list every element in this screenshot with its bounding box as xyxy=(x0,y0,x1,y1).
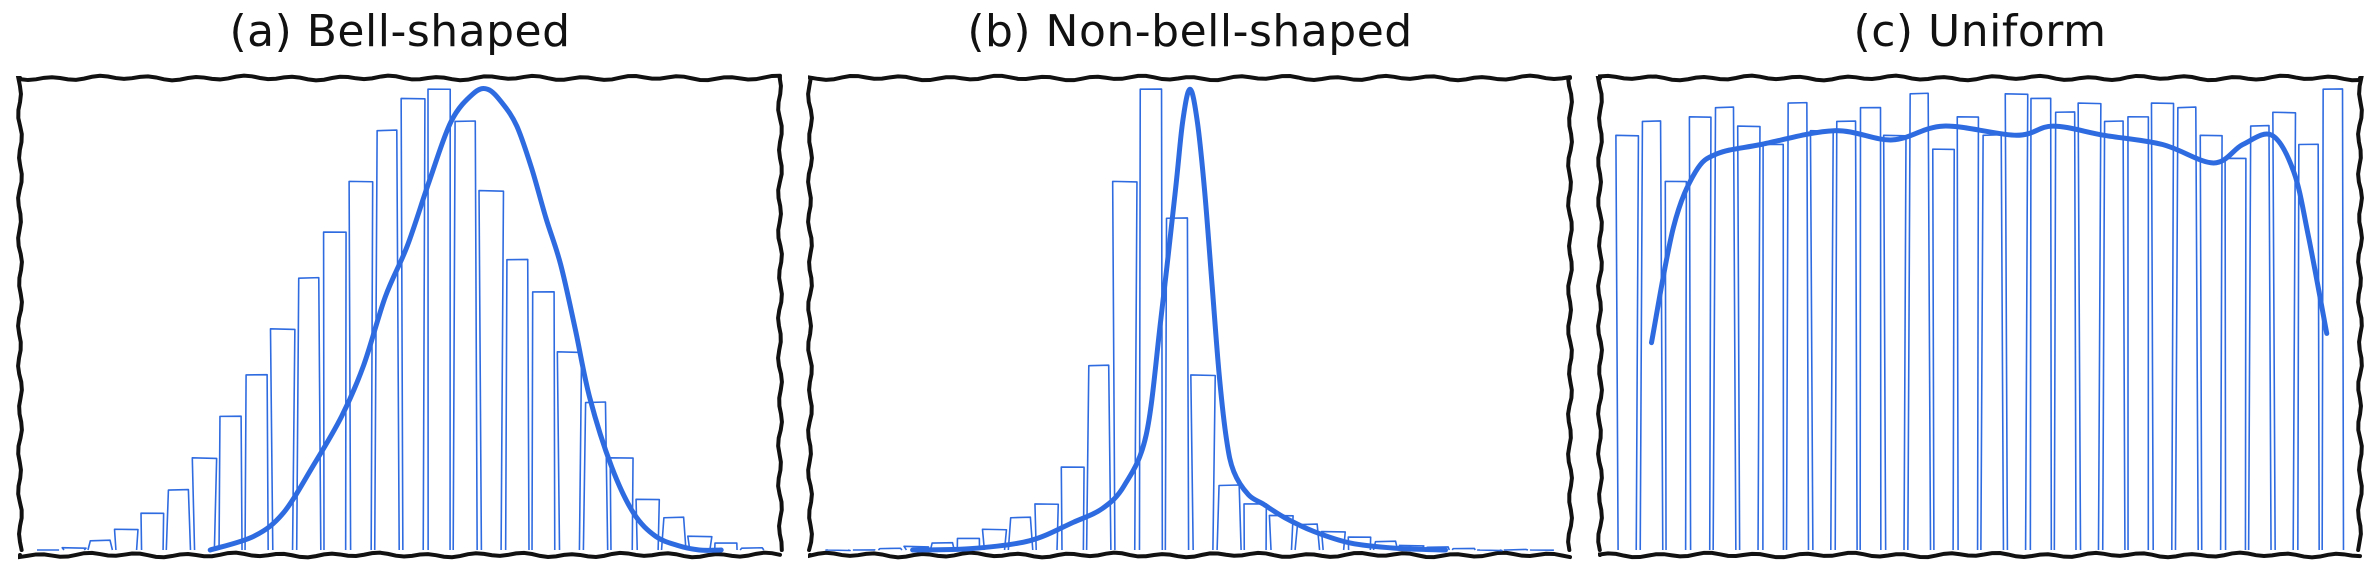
histogram-a xyxy=(37,88,765,551)
histogram-bar xyxy=(295,276,322,551)
histogram-bar xyxy=(1762,143,1785,551)
histogram-bar xyxy=(2004,93,2029,551)
histogram-bar xyxy=(1451,547,1476,551)
histogram-bar xyxy=(1834,120,1858,551)
histogram-bar xyxy=(1060,466,1085,551)
histogram-bar xyxy=(478,189,505,551)
histogram-bar xyxy=(2053,111,2077,551)
histogram-bar xyxy=(1503,548,1529,551)
panel-uniform: (c) Uniform xyxy=(1595,0,2365,578)
histogram-bar xyxy=(1736,125,1761,551)
histogram-bar xyxy=(660,516,687,551)
histogram-bar xyxy=(322,231,347,551)
histogram-bar xyxy=(165,488,192,551)
histogram-bar xyxy=(218,415,243,551)
density-curve-b xyxy=(910,86,1448,553)
histogram-bar xyxy=(2247,124,2272,551)
histogram-bar xyxy=(739,546,765,551)
histogram-bar xyxy=(269,328,296,551)
histogram-bar xyxy=(1164,217,1190,551)
histogram-bar xyxy=(1956,116,1980,551)
histogram-bar xyxy=(981,528,1008,551)
plot-frame-c xyxy=(1595,73,2364,560)
histogram-bar xyxy=(1785,101,1810,551)
panel-bell-shaped: (a) Bell-shaped xyxy=(15,0,785,578)
histogram-bar xyxy=(531,290,556,551)
plot-frame-b xyxy=(806,73,1574,560)
histogram-bar xyxy=(191,457,218,551)
histogram-bar xyxy=(2029,97,2053,551)
histogram-bar xyxy=(609,457,634,551)
histogram-bar xyxy=(2297,143,2320,551)
chart-plot-a xyxy=(15,73,784,560)
histogram-bar xyxy=(1085,364,1112,551)
histogram-bar xyxy=(1007,516,1034,551)
histogram-bar xyxy=(1476,549,1503,552)
chart-plot-c xyxy=(1595,73,2364,560)
histogram-bar xyxy=(635,498,661,551)
histogram-bar xyxy=(1931,148,1956,551)
chart-plot-b xyxy=(806,73,1574,560)
histogram-bar xyxy=(929,541,955,551)
histogram-b xyxy=(825,88,1555,552)
histogram-bar xyxy=(1712,106,1737,551)
histogram-bar xyxy=(1243,503,1268,551)
histogram-bar xyxy=(1907,92,1932,551)
histogram-bar xyxy=(1809,129,1834,551)
histogram-bar xyxy=(582,401,609,551)
histogram-bar xyxy=(1216,484,1242,551)
histogram-bar xyxy=(2127,116,2150,551)
histogram-bar xyxy=(348,180,374,551)
histogram-bar xyxy=(2174,106,2199,551)
histogram-bar xyxy=(2077,102,2102,551)
histogram-bar xyxy=(140,512,165,551)
histogram-bar xyxy=(1615,134,1640,551)
histogram-bar xyxy=(427,88,452,551)
histogram-bar xyxy=(504,258,530,551)
chart-title-b: (b) Non-bell-shaped xyxy=(967,6,1413,57)
histogram-bar xyxy=(2272,111,2297,551)
histogram-bar xyxy=(113,528,139,551)
density-curve-a xyxy=(207,86,724,553)
histogram-bar xyxy=(2224,157,2247,551)
histogram-bar xyxy=(87,539,114,551)
histogram-bar xyxy=(556,351,583,551)
histogram-bar xyxy=(1034,503,1060,551)
histogram-bar xyxy=(61,546,87,551)
histogram-bar xyxy=(713,542,738,551)
histogram-bar xyxy=(687,535,713,551)
histogram-bar xyxy=(2199,134,2223,551)
histogram-bar xyxy=(244,373,269,551)
histogram-bar xyxy=(373,129,400,551)
chart-title-c: (c) Uniform xyxy=(1853,6,2107,57)
histogram-bar xyxy=(400,97,426,551)
histogram-bar xyxy=(1639,120,1664,551)
histogram-bar xyxy=(1688,116,1712,551)
histogram-bar xyxy=(877,547,903,551)
histogram-bar xyxy=(1664,180,1688,551)
histogram-bar xyxy=(825,549,851,552)
histogram-c xyxy=(1615,88,2345,551)
histogram-bar xyxy=(1190,374,1217,551)
histogram-bar xyxy=(2101,120,2126,551)
histogram-bar xyxy=(956,537,981,551)
panel-non-bell-shaped: (b) Non-bell-shaped xyxy=(805,0,1575,578)
histogram-bar xyxy=(1980,133,2005,551)
histogram-bar xyxy=(2150,102,2175,551)
histogram-bar xyxy=(1111,180,1138,551)
plot-frame-a xyxy=(15,73,784,560)
histogram-bar xyxy=(1859,106,1882,551)
chart-title-a: (a) Bell-shaped xyxy=(229,6,571,57)
histogram-bar xyxy=(1294,523,1321,551)
density-curve-c xyxy=(1649,123,2330,346)
histogram-bar xyxy=(1882,134,1907,551)
histogram-bar xyxy=(452,120,478,551)
